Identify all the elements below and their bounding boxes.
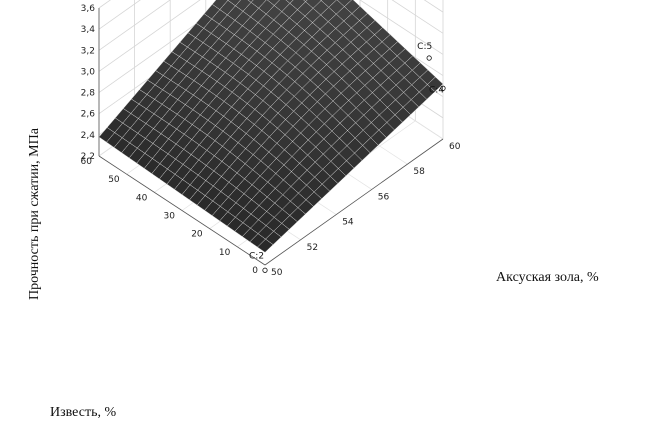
z-tick-label: 3,2: [81, 46, 95, 56]
data-point-marker: [426, 55, 432, 61]
ash-axis-line: [264, 138, 444, 266]
y-tick-label: 54: [342, 218, 354, 228]
lime-axis-line: [98, 155, 266, 266]
x-tick-label: 60: [81, 157, 93, 167]
y-tick-label: 56: [378, 192, 390, 202]
data-points: C:6C:5C:4C:2: [249, 42, 446, 273]
axes-frame: [98, 8, 444, 266]
surface-cell: [247, 0, 254, 3]
x-tick-label: 0: [252, 266, 258, 276]
x-axis-title: Известь, %: [50, 405, 116, 420]
y-tick-label: 50: [271, 268, 283, 278]
z-tick-label: 2,8: [81, 89, 96, 99]
surface-cell: [257, 238, 274, 253]
y-tick-label: 52: [307, 243, 318, 253]
z-axis-title: Прочность при сжатии, МПа: [27, 127, 42, 300]
data-point-label: C:4: [429, 85, 444, 95]
x-tick-label: 20: [191, 230, 203, 240]
surface-cell: [303, 0, 308, 3]
back-grid-line: [98, 0, 444, 51]
z-tick-label: 3,0: [81, 67, 96, 77]
surface-mesh: [98, 0, 444, 253]
z-tick-label: 2,2: [81, 152, 95, 162]
z-tick-label: 2,6: [81, 110, 96, 120]
x-tick-label: 30: [164, 212, 176, 222]
data-point-marker: [440, 85, 446, 91]
x-tick-label: 50: [108, 175, 120, 185]
z-tick-label: 3,6: [81, 4, 96, 14]
tick-labels: 2,2 2,4 2,6 2,8 3,0 3,2 3,4 3,6 0 10 20 30 40 50 60 50 5…: [81, 4, 461, 278]
data-point-label: C:5: [417, 42, 432, 52]
data-point-label: C:2: [249, 251, 264, 261]
surface-cell: [285, 0, 294, 4]
x-tick-label: 40: [136, 193, 148, 203]
data-point-marker: [262, 267, 268, 273]
z-tick-label: 3,4: [81, 25, 96, 35]
y-axis-title: Аксуская зола, %: [496, 270, 599, 285]
y-tick-label: 60: [449, 142, 461, 152]
z-tick-label: 2,4: [81, 131, 96, 141]
y-tick-label: 58: [413, 167, 425, 177]
x-tick-label: 10: [219, 248, 231, 258]
